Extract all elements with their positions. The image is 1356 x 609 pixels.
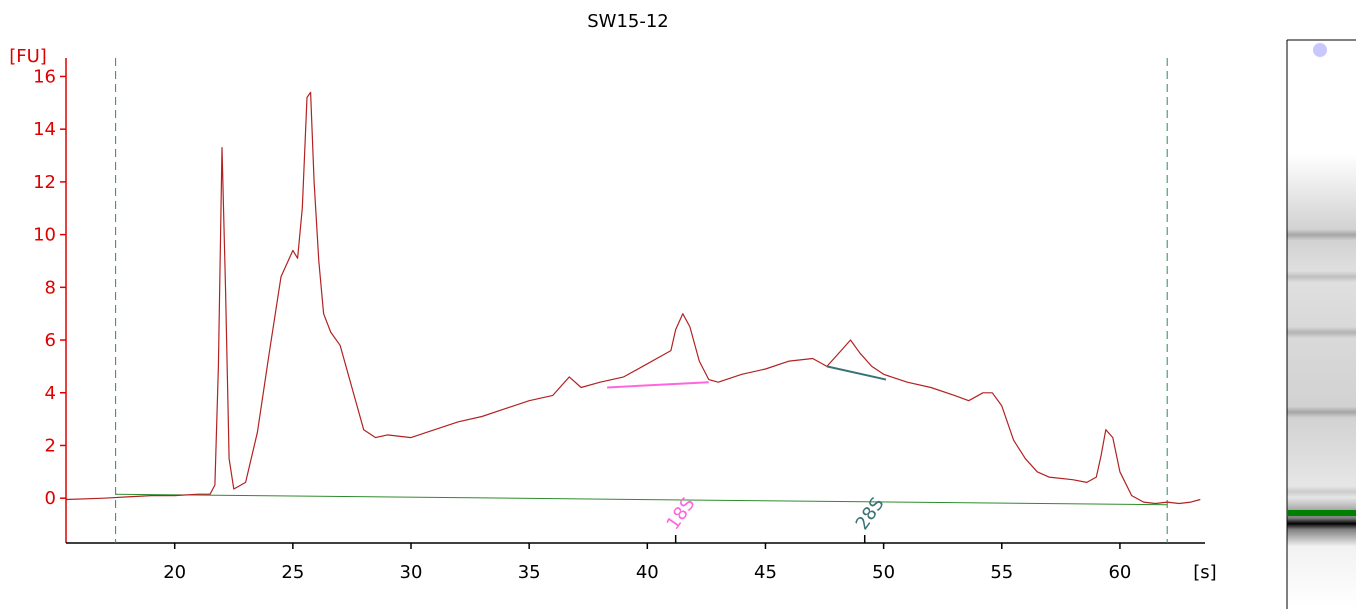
chart-title: SW15-12	[587, 11, 669, 32]
y-tick-label: 2	[45, 435, 56, 456]
x-tick-label: 45	[754, 562, 777, 583]
y-tick-label: 0	[45, 488, 56, 509]
baseline	[115, 493, 1168, 506]
series-line	[65, 91, 1201, 505]
y-tick-label: 12	[33, 172, 56, 193]
baseline-line	[115, 493, 1168, 506]
y-tick-label: 14	[33, 119, 56, 140]
x-tick-label: 55	[990, 562, 1013, 583]
peak-label: 28S	[852, 494, 889, 534]
x-tick-label: 50	[872, 562, 895, 583]
x-tick-label: 20	[163, 562, 186, 583]
x-tick-label: 25	[281, 562, 304, 583]
x-tick-label: 60	[1108, 562, 1131, 583]
y-tick-label: 8	[45, 277, 56, 298]
x-tick-label: 30	[400, 562, 423, 583]
peak-segment	[826, 365, 887, 381]
y-tick-label: 4	[45, 383, 56, 404]
x-tick-label: 40	[636, 562, 659, 583]
y-tick-label: 16	[33, 66, 56, 87]
gel-lane	[1286, 39, 1356, 609]
x-tick-label: 35	[518, 562, 541, 583]
x-axis-label: [s]	[1193, 562, 1216, 583]
y-tick-label: 6	[45, 330, 56, 351]
series-layer	[65, 91, 1201, 505]
gel-dye-dot	[1313, 43, 1327, 57]
axes: 0 2 4 6 8 10 12 14 16[FU] 20 25 30 35 40 45 50 55 60 [s]	[9, 46, 1217, 583]
gel-lane-image	[1287, 40, 1356, 609]
gel-marker-band	[1287, 510, 1356, 516]
y-tick-label: 10	[33, 225, 56, 246]
marker-lines	[115, 58, 1168, 543]
annotations: 18S 28S	[607, 365, 889, 543]
peak-segment	[607, 381, 709, 389]
y-axis-label: [FU]	[9, 46, 47, 67]
